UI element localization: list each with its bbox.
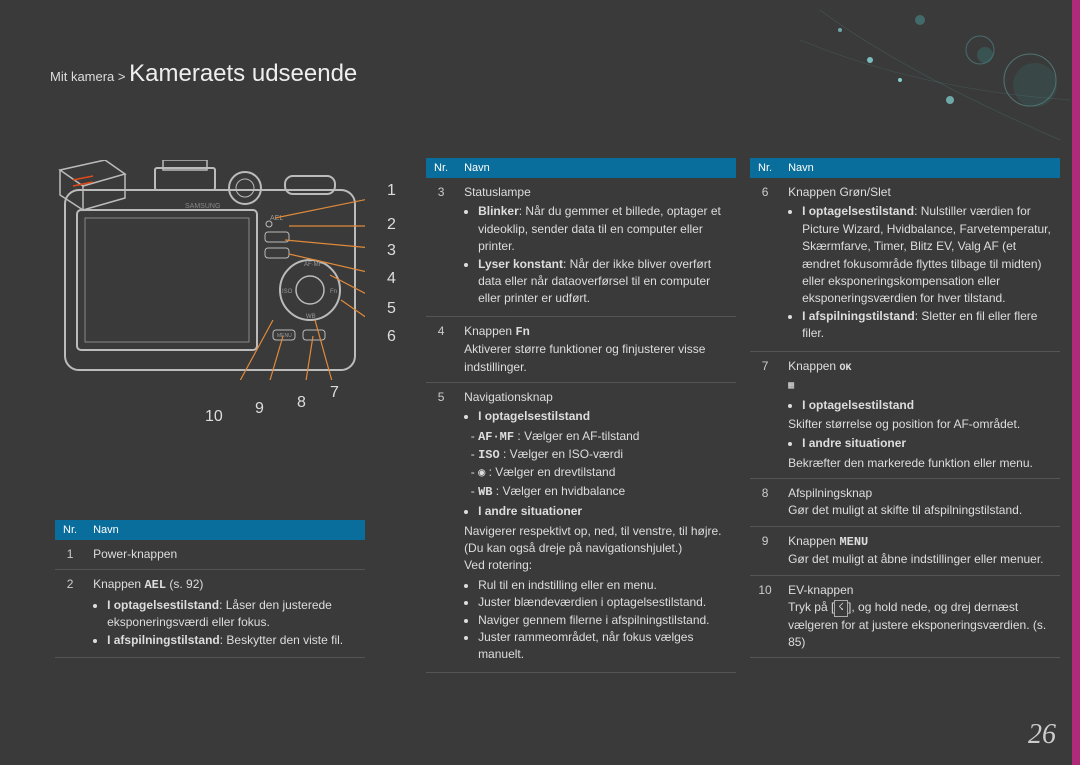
row-body: Power-knappen: [85, 540, 365, 570]
row-nr: 5: [426, 382, 456, 672]
table-row: 2Knappen AEL (s. 92)I optagelsestilstand…: [55, 570, 365, 658]
svg-text:SAMSUNG: SAMSUNG: [185, 203, 220, 210]
callout-8: 8: [297, 394, 306, 412]
row-body: EV-knappenTryk på [☇], og hold nede, og …: [780, 575, 1060, 658]
row-body: Knappen MENUGør det muligt at åbne indst…: [780, 526, 1060, 575]
table-row: 4Knappen FnAktiverer større funktioner o…: [426, 316, 736, 382]
row-nr: 1: [55, 540, 85, 570]
callout-6: 6: [387, 328, 396, 346]
col-navn: Navn: [85, 520, 365, 540]
table-row: 6Knappen Grøn/SletI optagelsestilstand: …: [750, 178, 1060, 351]
row-body: Knappen FnAktiverer større funktioner og…: [456, 316, 736, 382]
row-nr: 9: [750, 526, 780, 575]
table-2: Nr. Navn 3StatuslampeBlinker: Når du gem…: [426, 158, 736, 673]
svg-text:WB: WB: [306, 314, 316, 320]
decorative-bubbles: [780, 0, 1080, 180]
svg-text:AF·MF: AF·MF: [304, 262, 323, 268]
callout-10: 10: [205, 408, 223, 426]
row-nr: 2: [55, 570, 85, 658]
row-body: NavigationsknapI optagelsestilstandAF·MF…: [456, 382, 736, 672]
breadcrumb-prefix: Mit kamera >: [50, 69, 126, 84]
col-navn: Navn: [780, 158, 1060, 178]
row-nr: 4: [426, 316, 456, 382]
col-nr: Nr.: [55, 520, 85, 540]
table-row: 3StatuslampeBlinker: Når du gemmer et bi…: [426, 178, 736, 316]
row-nr: 8: [750, 479, 780, 527]
row-nr: 7: [750, 351, 780, 479]
row-body: Knappen OK▦I optagelsestilstandSkifter s…: [780, 351, 1060, 479]
accent-stripe: [1072, 0, 1080, 765]
callout-2: 2: [387, 216, 396, 234]
table-row: 8AfspilningsknapGør det muligt at skifte…: [750, 479, 1060, 527]
col-nr: Nr.: [426, 158, 456, 178]
row-body: StatuslampeBlinker: Når du gemmer et bil…: [456, 178, 736, 316]
row-body: AfspilningsknapGør det muligt at skifte …: [780, 479, 1060, 527]
row-nr: 10: [750, 575, 780, 658]
table-row: 1Power-knappen: [55, 540, 365, 570]
col-navn: Navn: [456, 158, 736, 178]
callout-5: 5: [387, 300, 396, 318]
row-nr: 6: [750, 178, 780, 351]
callout-3: 3: [387, 242, 396, 260]
row-nr: 3: [426, 178, 456, 316]
table-row: 9Knappen MENUGør det muligt at åbne inds…: [750, 526, 1060, 575]
callout-9: 9: [255, 400, 264, 418]
callout-1: 1: [387, 182, 396, 200]
svg-text:ISO: ISO: [282, 289, 293, 295]
col-nr: Nr.: [750, 158, 780, 178]
table-row: 10EV-knappenTryk på [☇], og hold nede, o…: [750, 575, 1060, 658]
page-title: Kameraets udseende: [129, 60, 357, 87]
table-3: Nr. Navn 6Knappen Grøn/SletI optagelsest…: [750, 158, 1060, 658]
camera-back-svg: AEL AF·MF Fn WB ISO MENU SAMSUNG: [55, 160, 365, 380]
svg-text:Fn: Fn: [330, 289, 337, 295]
table-row: 5NavigationsknapI optagelsestilstandAF·M…: [426, 382, 736, 672]
table-1-wrap: Nr. Navn 1Power-knappen2Knappen AEL (s. …: [55, 520, 400, 658]
svg-text:MENU: MENU: [277, 333, 292, 339]
page-number: 26: [1028, 719, 1056, 751]
svg-text:AEL: AEL: [270, 215, 283, 222]
table-3-wrap: Nr. Navn 6Knappen Grøn/SletI optagelsest…: [750, 158, 1060, 658]
breadcrumb: Mit kamera > Kameraets udseende: [50, 60, 357, 88]
table-2-wrap: Nr. Navn 3StatuslampeBlinker: Når du gem…: [426, 158, 736, 673]
table-1: Nr. Navn 1Power-knappen2Knappen AEL (s. …: [55, 520, 365, 658]
callout-7: 7: [330, 384, 339, 402]
row-body: Knappen AEL (s. 92)I optagelsestilstand:…: [85, 570, 365, 658]
table-row: 7Knappen OK▦I optagelsestilstandSkifter …: [750, 351, 1060, 479]
row-body: Knappen Grøn/SletI optagelsestilstand: N…: [780, 178, 1060, 351]
camera-diagram: AEL AF·MF Fn WB ISO MENU SAMSUNG: [55, 160, 395, 500]
callout-4: 4: [387, 270, 396, 288]
